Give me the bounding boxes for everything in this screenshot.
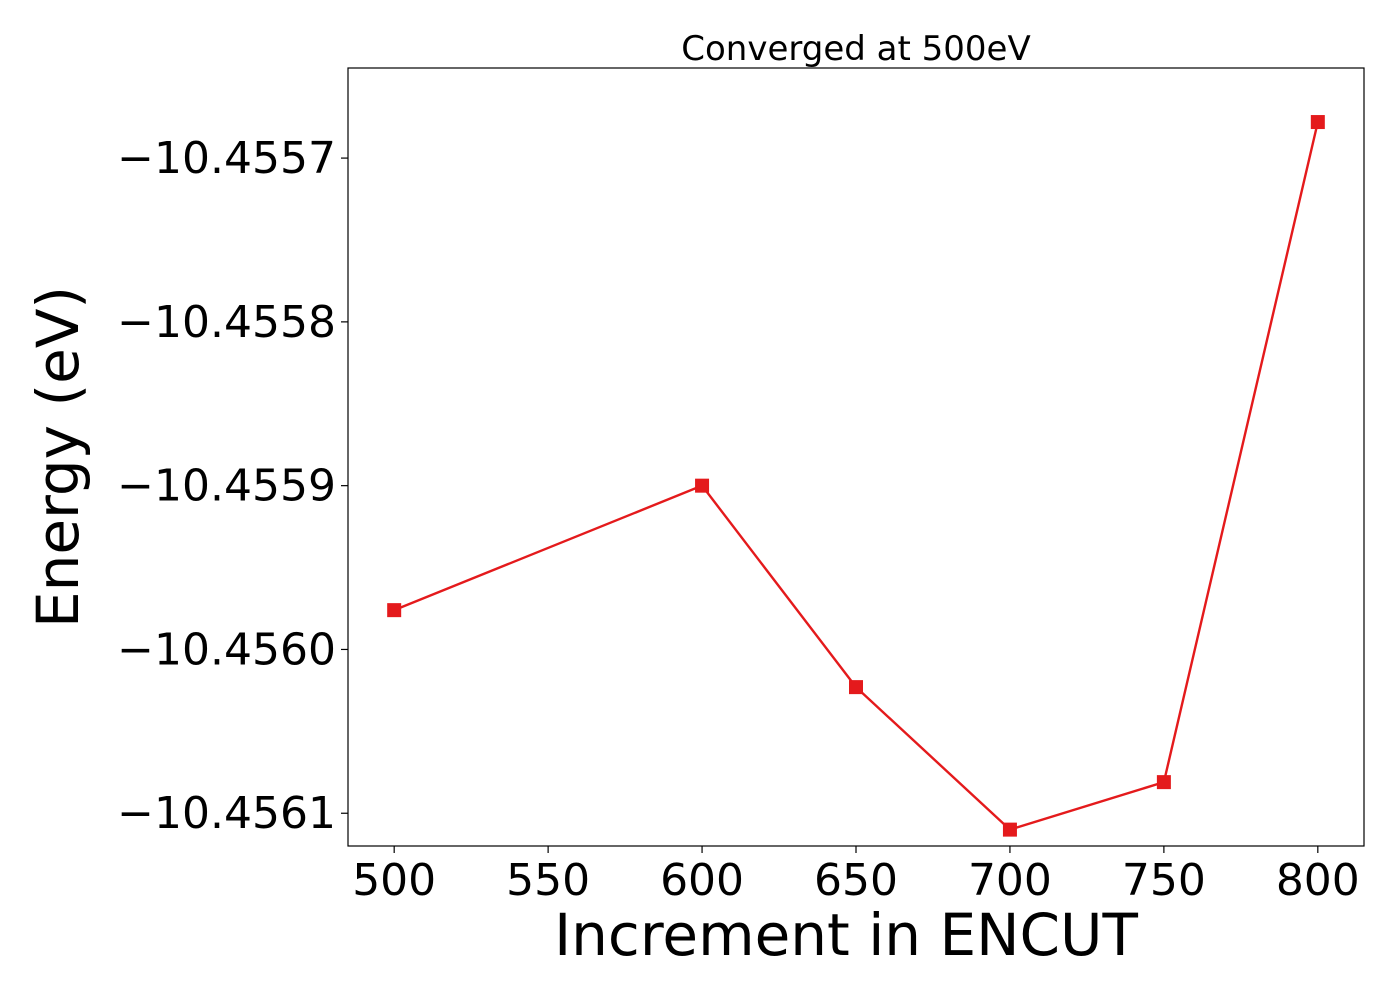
data-point-marker [1156,775,1171,790]
y-axis-label: Energy (eV) [24,286,92,628]
y-tick-label: −10.4558 [117,297,336,348]
x-tick-label: 500 [352,855,436,906]
x-tick-label: 550 [506,855,590,906]
chart-title: Converged at 500eV [681,29,1030,69]
series-line [393,121,1319,831]
data-point-marker [1310,115,1325,130]
x-tick-label: 800 [1276,855,1360,906]
data-point-marker [387,603,402,618]
y-tick-label: −10.4561 [117,788,336,839]
y-axis-ticks: −10.4557 −10.4558 −10.4559 −10.4560 −10.4561 [117,133,348,839]
x-axis-label: Increment in ENCUT [554,901,1138,969]
y-tick-label: −10.4560 [117,624,336,675]
x-axis-ticks: 500 550 600 650 700 750 800 [352,846,1360,906]
x-tick-label: 600 [660,855,744,906]
data-point-marker [849,680,863,695]
x-tick-label: 650 [814,855,898,906]
series-layer [387,115,1325,837]
x-tick-label: 700 [968,855,1052,906]
data-point-marker [695,478,710,493]
data-point-marker [1002,822,1017,837]
x-tick-label: 750 [1122,855,1206,906]
plot-frame [347,67,1365,847]
y-tick-label: −10.4557 [117,133,336,184]
y-tick-label: −10.4559 [117,461,336,512]
